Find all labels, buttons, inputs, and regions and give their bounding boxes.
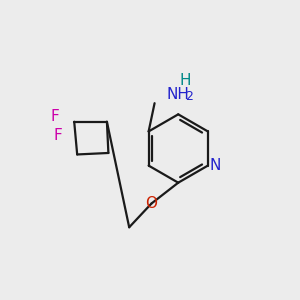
Text: F: F (53, 128, 62, 142)
Text: O: O (146, 196, 158, 211)
Text: NH: NH (167, 87, 189, 102)
Text: F: F (50, 109, 59, 124)
Text: N: N (210, 158, 221, 173)
Text: 2: 2 (185, 90, 193, 103)
Text: H: H (180, 74, 191, 88)
